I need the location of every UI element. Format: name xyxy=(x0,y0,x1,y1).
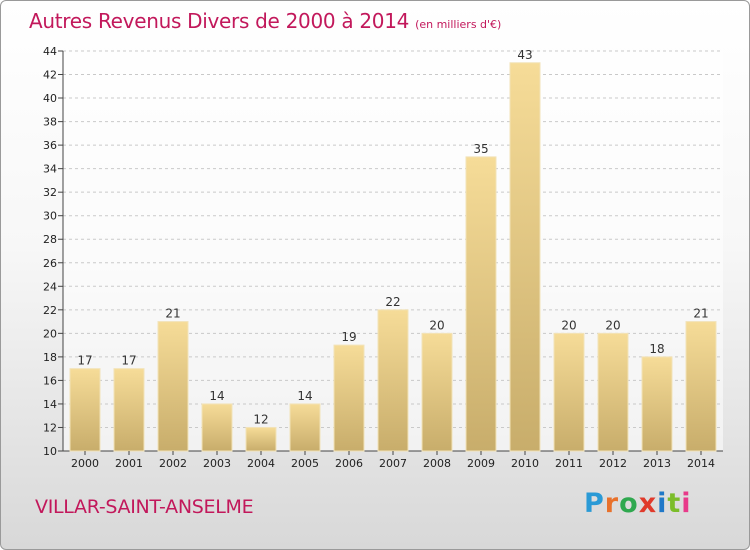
x-tick-label: 2001 xyxy=(115,457,143,470)
y-tick-label: 16 xyxy=(43,374,57,387)
bar-value-label: 35 xyxy=(473,142,488,156)
bar-value-label: 14 xyxy=(209,389,224,403)
bar xyxy=(157,321,189,452)
x-tick-label: 2007 xyxy=(379,457,407,470)
bar xyxy=(201,403,233,452)
logo-letter: i xyxy=(657,488,668,519)
y-tick-label: 20 xyxy=(43,327,57,340)
x-tick-label: 2002 xyxy=(159,457,187,470)
y-tick-label: 36 xyxy=(43,139,57,152)
y-tick-label: 32 xyxy=(43,186,57,199)
x-tick-label: 2014 xyxy=(687,457,715,470)
y-tick-label: 38 xyxy=(43,116,57,129)
bar-value-label: 22 xyxy=(385,295,400,309)
y-tick-label: 40 xyxy=(43,92,57,105)
logo-letter: i xyxy=(681,488,692,519)
y-tick-label: 26 xyxy=(43,257,57,270)
bar-value-label: 43 xyxy=(517,48,532,62)
chart-title-main: Autres Revenus Divers de 2000 à 2014 xyxy=(29,9,410,33)
bar-value-label: 17 xyxy=(77,354,92,368)
x-tick-label: 2003 xyxy=(203,457,231,470)
commune-name: VILLAR-SAINT-ANSELME xyxy=(35,496,254,518)
bar xyxy=(641,356,673,452)
y-tick-label: 42 xyxy=(43,69,57,82)
bar-value-label: 19 xyxy=(341,330,356,344)
bar-value-label: 20 xyxy=(605,318,620,332)
chart-title: Autres Revenus Divers de 2000 à 2014 (en … xyxy=(29,9,501,33)
y-tick-label: 28 xyxy=(43,233,57,246)
bar-value-label: 21 xyxy=(165,307,180,321)
bar-value-label: 12 xyxy=(253,412,268,426)
x-tick-label: 2011 xyxy=(555,457,583,470)
y-tick-label: 10 xyxy=(43,445,57,458)
y-tick-label: 44 xyxy=(43,45,57,58)
x-tick-label: 2000 xyxy=(71,457,99,470)
bar xyxy=(421,332,453,452)
bar xyxy=(509,62,541,452)
x-tick-label: 2006 xyxy=(335,457,363,470)
y-tick-label: 24 xyxy=(43,280,57,293)
y-tick-label: 14 xyxy=(43,398,57,411)
bar xyxy=(685,321,717,452)
bar-value-label: 17 xyxy=(121,354,136,368)
bar xyxy=(245,426,277,452)
bar xyxy=(333,344,365,452)
x-tick-label: 2004 xyxy=(247,457,275,470)
bar xyxy=(553,332,585,452)
x-tick-label: 2008 xyxy=(423,457,451,470)
x-tick-label: 2012 xyxy=(599,457,627,470)
x-tick-label: 2010 xyxy=(511,457,539,470)
bar-value-label: 20 xyxy=(429,318,444,332)
bar-value-label: 20 xyxy=(561,318,576,332)
bar-value-label: 18 xyxy=(649,342,664,356)
bar-value-label: 14 xyxy=(297,389,312,403)
logo-letter: o xyxy=(619,488,639,519)
bar xyxy=(69,368,101,452)
bar xyxy=(465,156,497,452)
bar xyxy=(289,403,321,452)
x-tick-label: 2013 xyxy=(643,457,671,470)
y-tick-label: 30 xyxy=(43,210,57,223)
proxiti-logo: Proxiti xyxy=(584,488,692,519)
y-tick-label: 18 xyxy=(43,351,57,364)
chart-title-unit: (en milliers d'€) xyxy=(415,18,502,31)
x-tick-label: 2005 xyxy=(291,457,319,470)
y-tick-label: 22 xyxy=(43,304,57,317)
bar-value-label: 21 xyxy=(693,307,708,321)
logo-letter: t xyxy=(667,488,682,519)
x-tick-label: 2009 xyxy=(467,457,495,470)
logo-letter: r xyxy=(604,488,620,519)
bar xyxy=(597,332,629,452)
logo-letter: P xyxy=(584,488,605,519)
bar xyxy=(377,309,409,452)
bar xyxy=(113,368,145,452)
y-tick-label: 12 xyxy=(43,421,57,434)
y-tick-label: 34 xyxy=(43,163,57,176)
logo-letter: x xyxy=(638,488,658,519)
